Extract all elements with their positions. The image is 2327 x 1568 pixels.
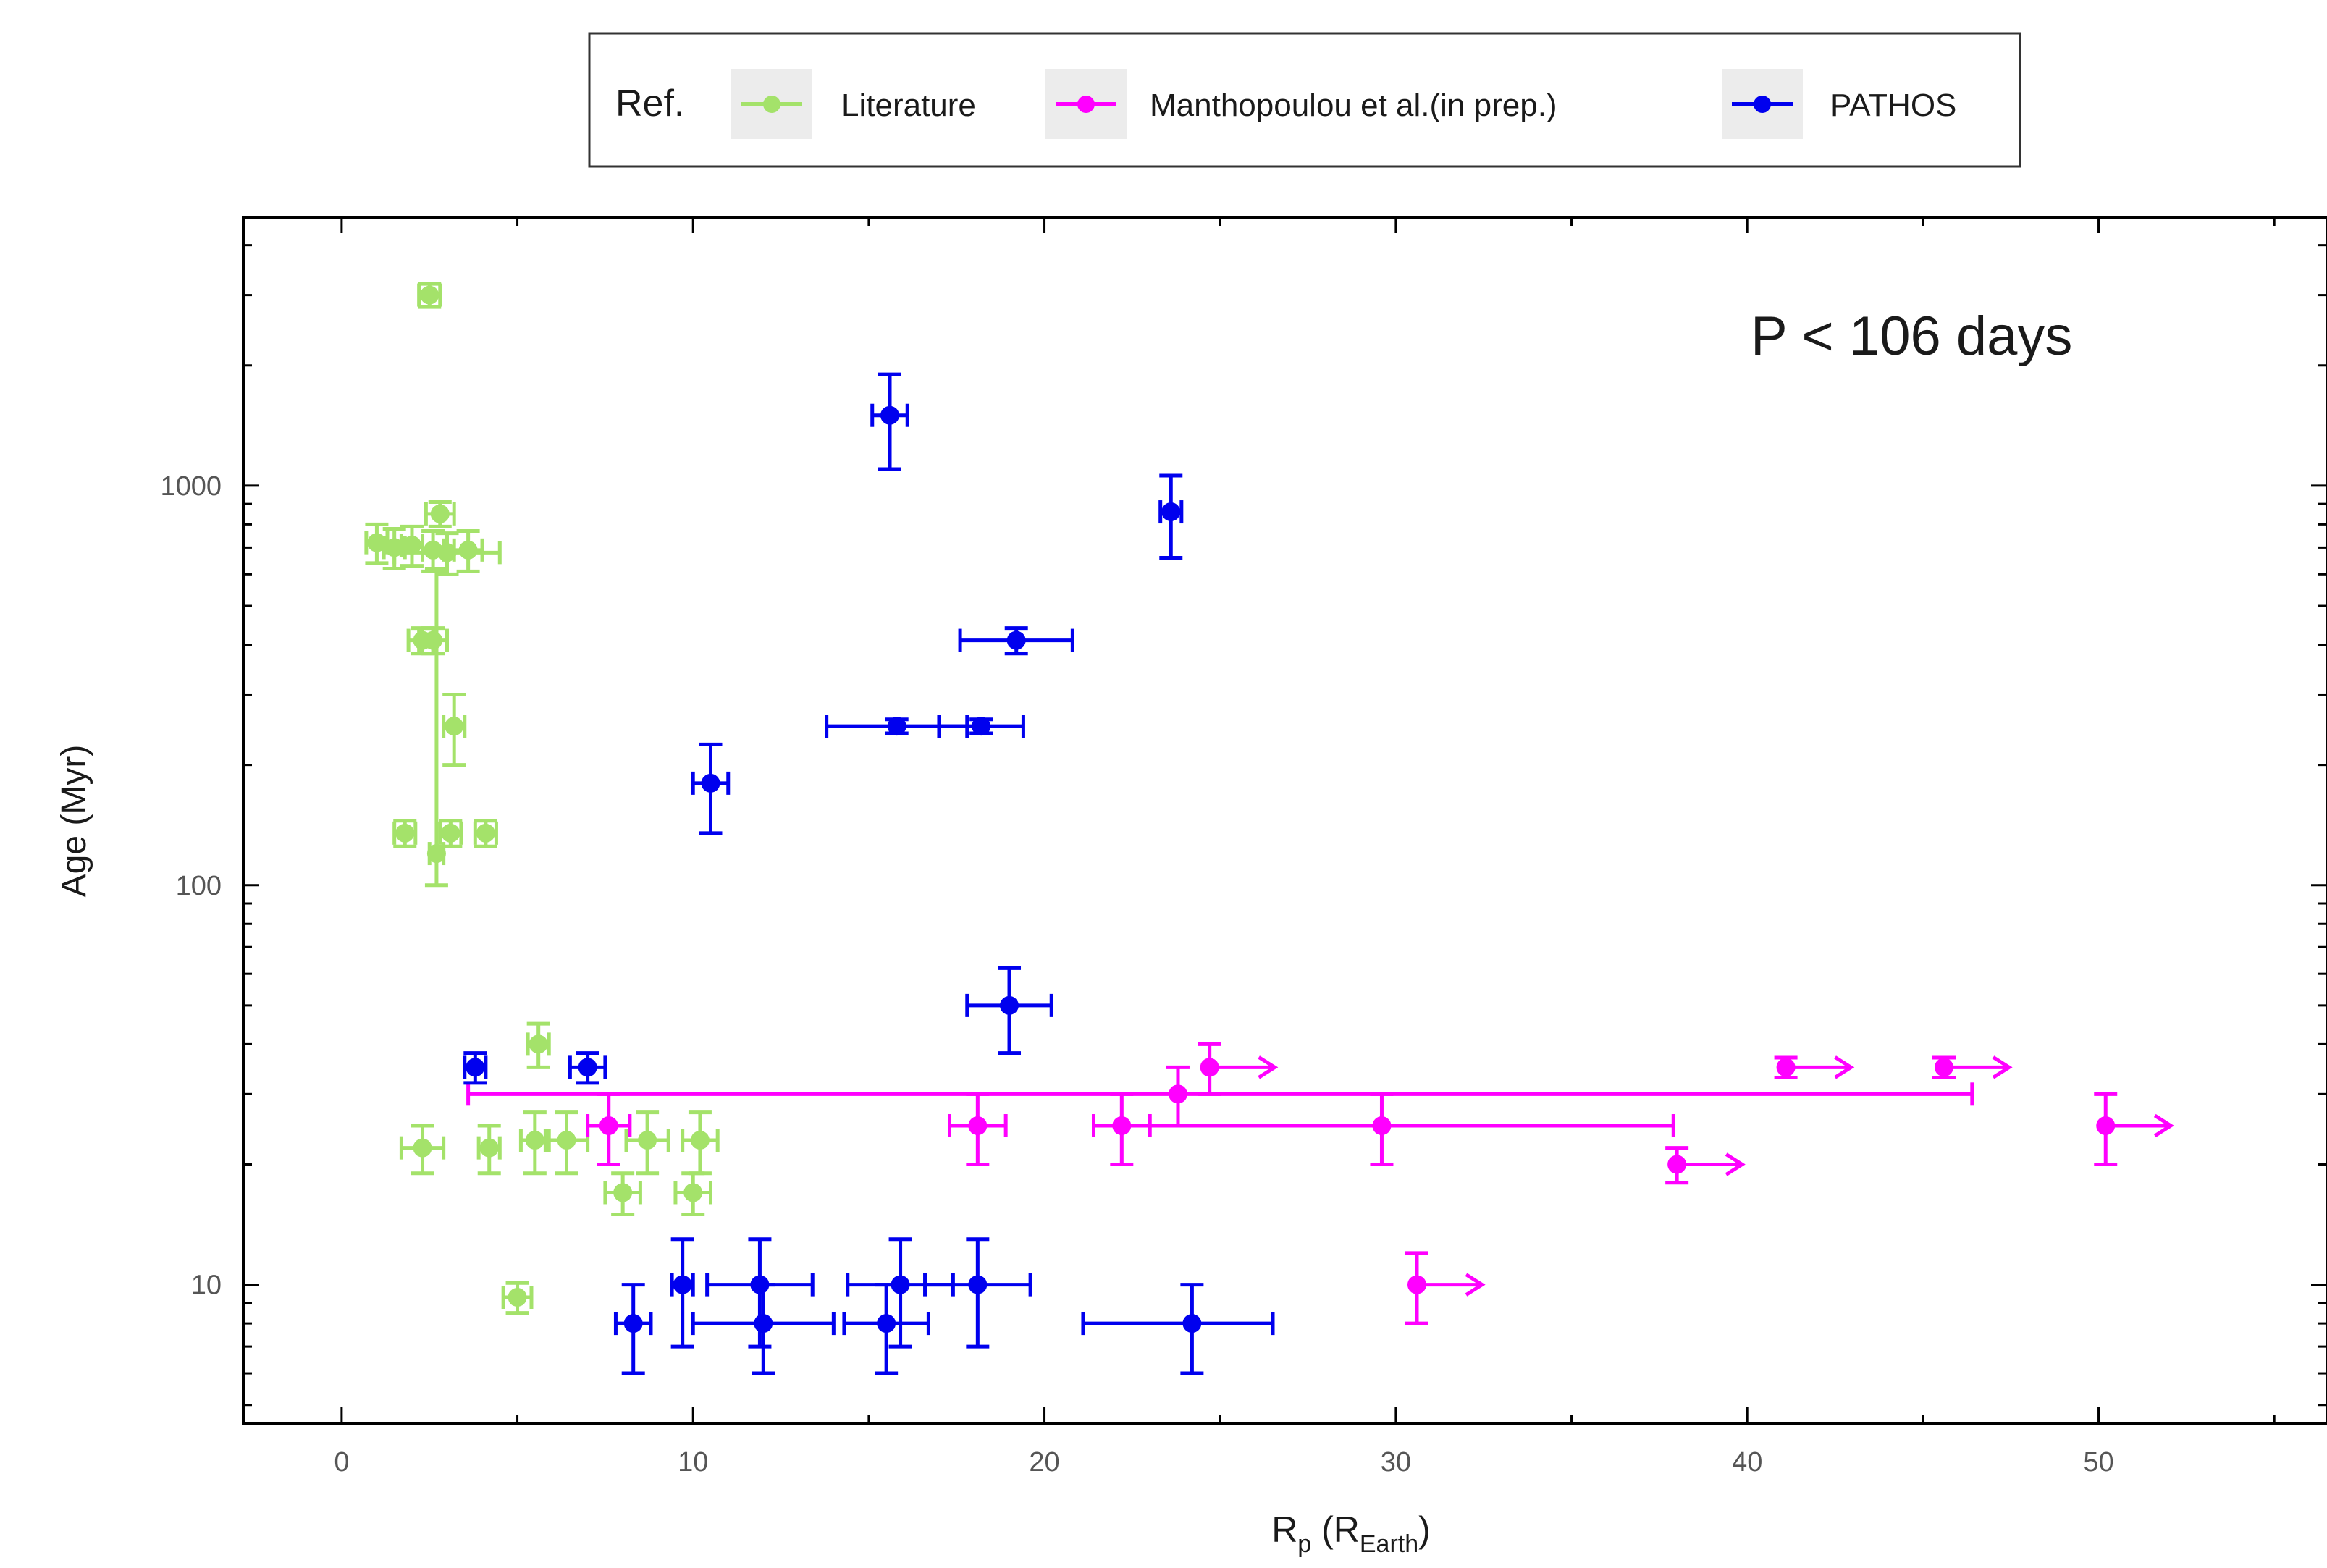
manthopoulou-point	[1200, 1058, 1219, 1077]
pathos-point	[891, 1275, 910, 1294]
literature-point	[479, 1138, 499, 1158]
axis-ticks: 0 10 20 30 40 50 10 100 1000	[160, 217, 2327, 1478]
x-tick-label: 30	[1381, 1447, 1411, 1478]
literature-point	[430, 504, 450, 523]
manthopoulou-limit-arrowhead	[2153, 1113, 2174, 1138]
literature-point	[508, 1288, 527, 1307]
manthopoulou-point	[599, 1116, 618, 1136]
legend-marker-manthopoulou	[1077, 96, 1095, 113]
pathos-point	[887, 717, 906, 736]
manthopoulou-point	[1667, 1155, 1687, 1174]
manthopoulou-limit-arrowhead	[1834, 1055, 1855, 1079]
manthopoulou-point	[1407, 1275, 1426, 1294]
manthopoulou-point	[2096, 1116, 2116, 1136]
manthopoulou-point	[1168, 1084, 1187, 1104]
x-tick-label: 0	[334, 1447, 349, 1478]
literature-point	[529, 1034, 548, 1054]
manthopoulou-point	[1934, 1058, 1953, 1077]
plot-frame	[242, 216, 2327, 1425]
manthopoulou-point	[1776, 1058, 1796, 1077]
literature-point	[458, 540, 478, 560]
literature-point	[424, 540, 443, 560]
manthopoulou-limit-arrowhead	[1258, 1055, 1279, 1079]
x-tick-label: 50	[2083, 1447, 2113, 1478]
legend-label-pathos: PATHOS	[1830, 88, 1956, 123]
literature-point	[367, 533, 387, 552]
manthopoulou-point	[1372, 1116, 1392, 1136]
pathos-point	[968, 1275, 988, 1294]
legend-label-manthopoulou: Manthopoulou et al.(in prep.)	[1150, 88, 1557, 123]
x-tick-label: 20	[1029, 1447, 1059, 1478]
pathos-point	[1000, 995, 1019, 1015]
manthopoulou-point	[1112, 1116, 1132, 1136]
literature-point	[613, 1183, 633, 1202]
pathos-point	[1182, 1314, 1202, 1333]
literature-point	[426, 844, 446, 864]
period-annotation: P < 106 days	[1751, 305, 2072, 367]
pathos-point	[877, 1314, 896, 1333]
literature-point	[420, 285, 439, 305]
literature-point	[413, 1138, 432, 1158]
literature-point	[441, 823, 460, 843]
x-tick-label: 10	[678, 1447, 708, 1478]
literature-point	[525, 1130, 544, 1150]
pathos-point	[754, 1314, 773, 1333]
literature-point	[424, 631, 443, 650]
pathos-point	[578, 1058, 597, 1077]
y-axis-title: Age (Myr)	[55, 745, 93, 898]
pathos-point	[673, 1275, 692, 1294]
manthopoulou-limit-arrowhead	[1725, 1152, 1746, 1176]
pathos-point	[880, 405, 900, 425]
literature-point	[683, 1183, 703, 1202]
literature-point	[445, 717, 464, 736]
literature-point	[437, 543, 457, 562]
legend-title: Ref.	[615, 83, 684, 125]
literature-point	[690, 1130, 710, 1150]
literature-point	[476, 823, 495, 843]
pathos-point	[1161, 502, 1181, 522]
data-marks	[364, 282, 2174, 1375]
x-axis-title: Rp (REarth)	[1271, 1509, 1431, 1558]
manthopoulou-point	[968, 1116, 988, 1136]
pathos-point	[972, 717, 991, 736]
x-tick-label: 40	[1732, 1447, 1762, 1478]
manthopoulou-limit-arrowhead	[1465, 1273, 1486, 1297]
literature-point	[402, 535, 421, 555]
manthopoulou-limit-arrowhead	[1992, 1055, 2013, 1079]
legend-marker-pathos	[1754, 96, 1771, 113]
legend-marker-literature	[763, 96, 780, 113]
literature-point	[395, 823, 415, 843]
literature-point	[638, 1130, 657, 1150]
legend-label-literature: Literature	[841, 88, 976, 123]
pathos-point	[701, 773, 720, 793]
y-tick-label: 10	[191, 1270, 222, 1301]
pathos-point	[623, 1314, 643, 1333]
y-tick-label: 100	[176, 871, 222, 901]
literature-point	[557, 1130, 576, 1150]
legend: Ref. Literature Manthopoulou et al.(in p…	[588, 32, 2021, 168]
y-tick-label: 1000	[160, 471, 222, 502]
pathos-point	[466, 1058, 485, 1077]
pathos-point	[1006, 631, 1026, 650]
